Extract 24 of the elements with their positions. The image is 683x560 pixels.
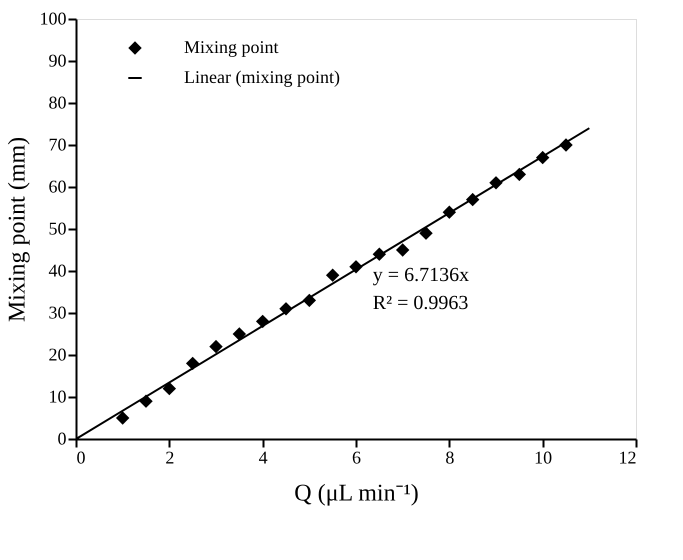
annotation: R² = 0.9963 [372, 292, 468, 314]
annotation: y = 6.7136x [372, 264, 470, 286]
y-tick-label: 100 [40, 8, 66, 28]
y-tick-label: 30 [48, 302, 66, 322]
y-tick-label: 20 [48, 344, 66, 364]
y-tick-label: 90 [48, 50, 66, 70]
y-tick-label: 40 [48, 260, 66, 280]
x-axis-title: Q (μL min⁻¹) [294, 480, 419, 506]
y-axis-title: Mixing point (mm) [4, 136, 30, 322]
x-tick-label: 8 [445, 448, 454, 468]
y-tick-label: 10 [48, 386, 66, 406]
x-tick-label: 2 [165, 448, 174, 468]
y-tick-label: 80 [48, 92, 66, 112]
x-tick-label: 10 [534, 448, 552, 468]
x-tick-label: 6 [352, 448, 361, 468]
x-tick-label: 0 [76, 448, 86, 468]
y-tick-label: 0 [58, 428, 66, 448]
legend-label: Linear (mixing point) [184, 67, 340, 87]
y-tick-label: 60 [48, 176, 66, 196]
y-tick-label: 70 [48, 134, 66, 154]
y-tick-label: 50 [48, 218, 66, 238]
x-tick-label: 12 [618, 448, 636, 468]
legend-label: Mixing point [184, 37, 279, 57]
x-tick-label: 4 [258, 448, 268, 468]
